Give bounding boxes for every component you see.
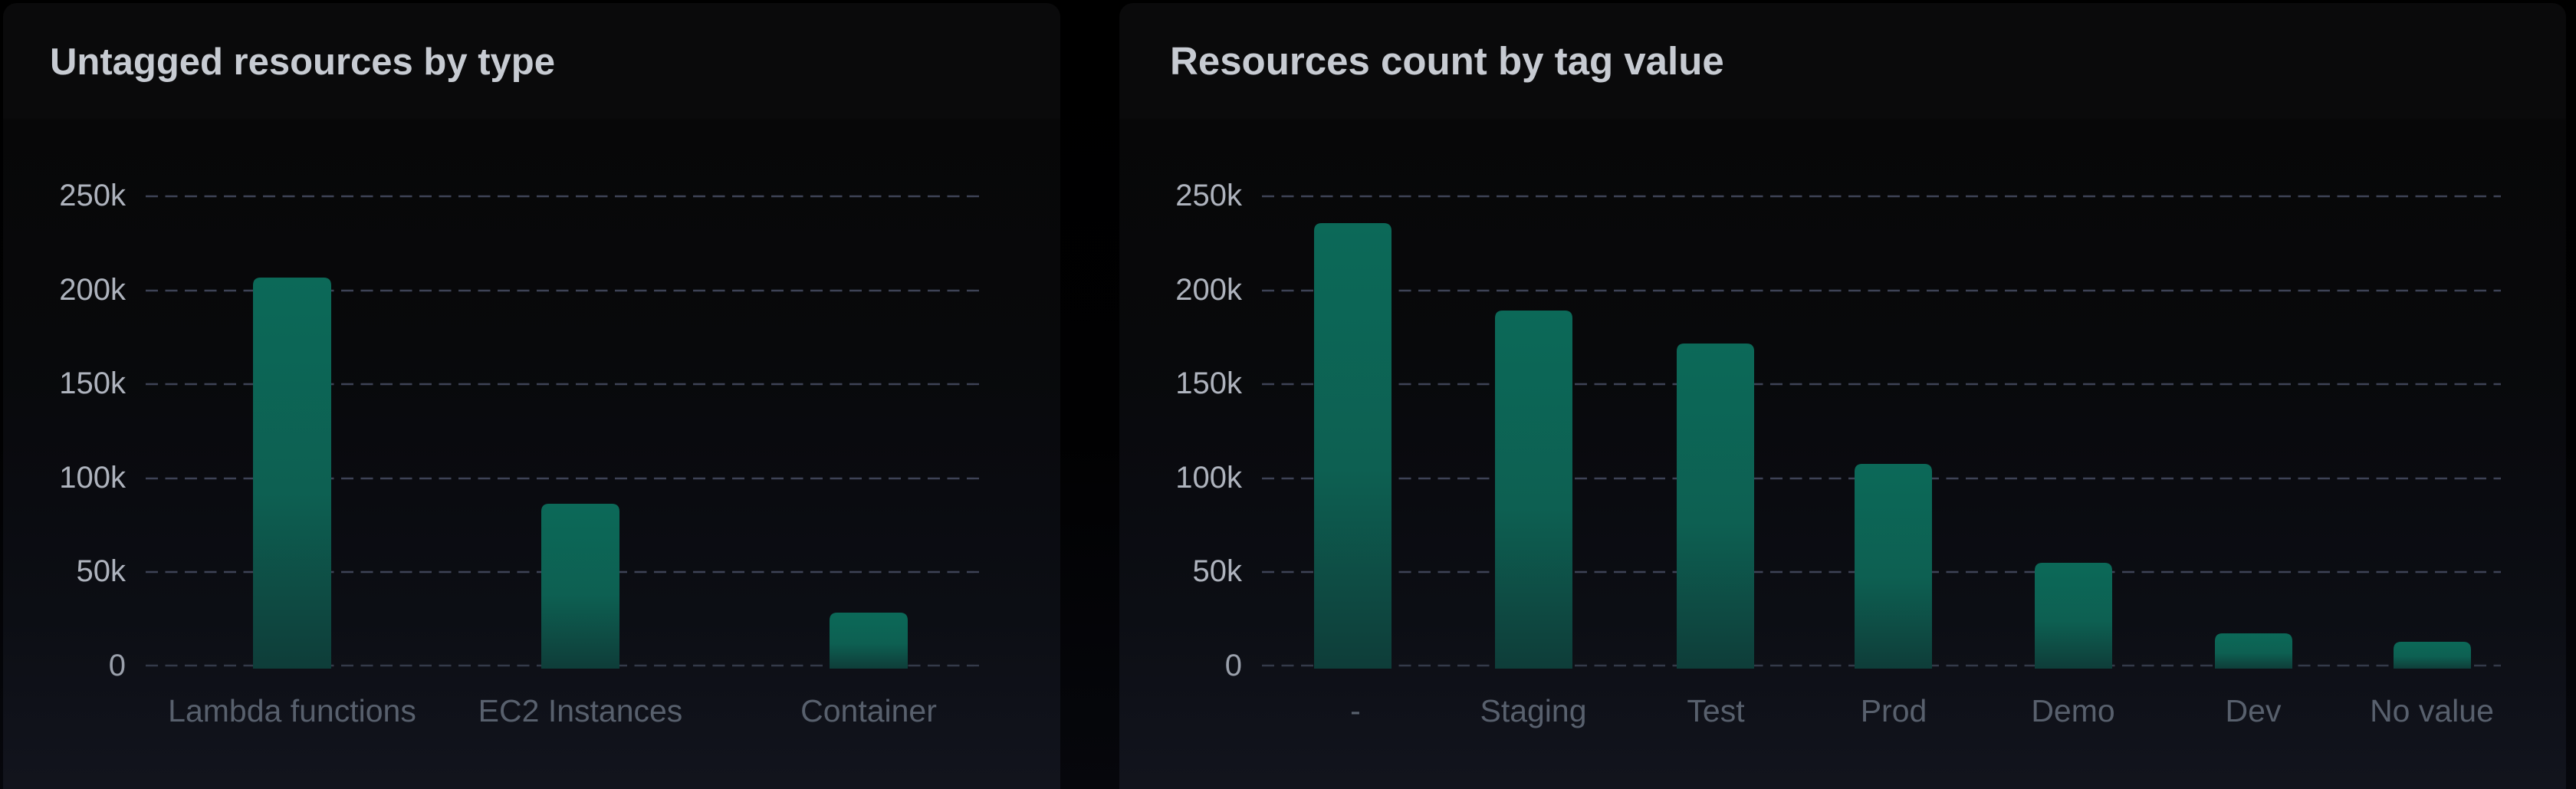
svg-text:50k: 50k	[77, 554, 127, 588]
svg-text:Container: Container	[800, 693, 937, 728]
svg-text:Resources count by tag value: Resources count by tag value	[1170, 39, 1724, 83]
svg-text:250k: 250k	[1175, 179, 1243, 212]
svg-text:200k: 200k	[1175, 273, 1243, 307]
svg-text:Lambda functions: Lambda functions	[168, 693, 416, 728]
svg-text:Untagged resources by type: Untagged resources by type	[50, 41, 555, 83]
svg-text:Demo: Demo	[2031, 693, 2114, 728]
svg-text:250k: 250k	[59, 179, 127, 212]
svg-text:Test: Test	[1687, 693, 1745, 728]
svg-text:0: 0	[109, 649, 126, 682]
svg-text:Prod: Prod	[1861, 693, 1927, 728]
svg-text:No value: No value	[2370, 693, 2494, 728]
svg-text:150k: 150k	[59, 367, 127, 400]
svg-text:0: 0	[1225, 649, 1242, 682]
svg-text:Staging: Staging	[1480, 693, 1586, 728]
svg-text:50k: 50k	[1193, 554, 1243, 588]
svg-text:Dev: Dev	[2226, 693, 2282, 728]
svg-text:100k: 100k	[59, 461, 127, 495]
svg-text:EC2 Instances: EC2 Instances	[478, 693, 683, 728]
svg-text:150k: 150k	[1175, 367, 1243, 400]
svg-text:100k: 100k	[1175, 461, 1243, 495]
svg-text:200k: 200k	[59, 273, 127, 307]
svg-text:-: -	[1350, 693, 1361, 728]
